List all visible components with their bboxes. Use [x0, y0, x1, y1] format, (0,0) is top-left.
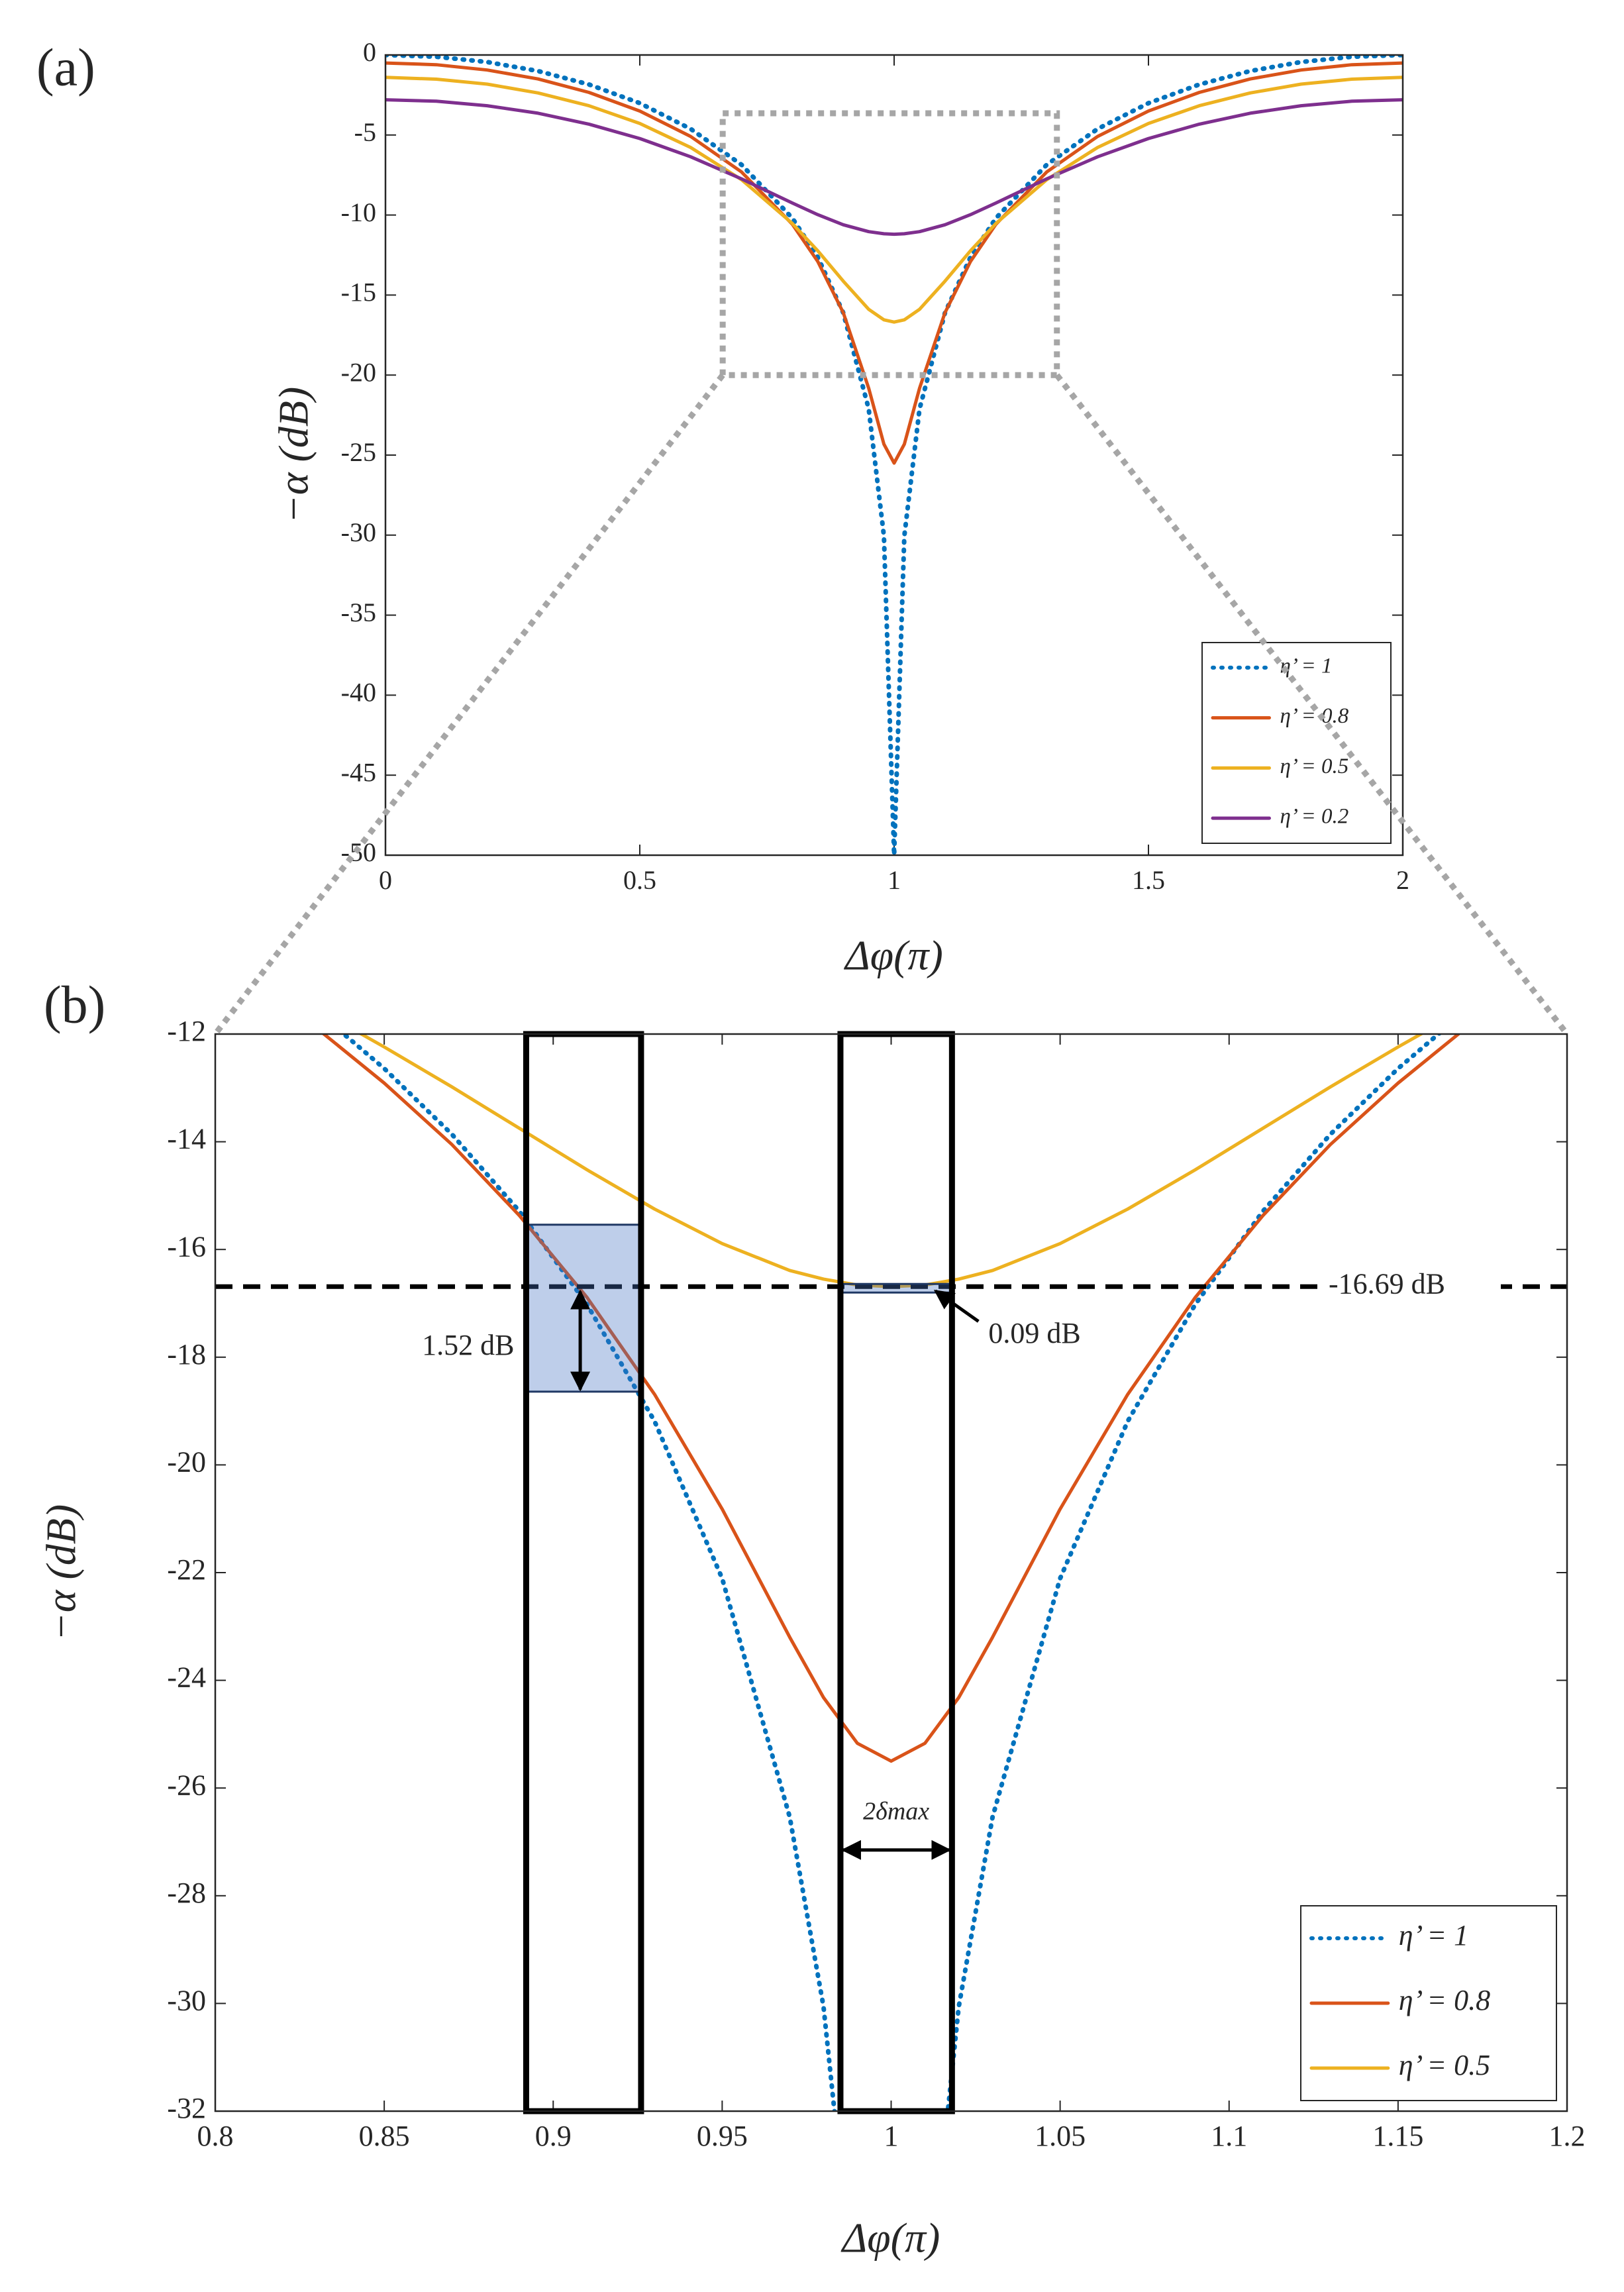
y-tick-label: -22 — [167, 1553, 206, 1586]
pointer-arrow — [933, 1289, 980, 1323]
y-tick-label: -45 — [341, 757, 376, 787]
legend-label: η’ = 1 — [1280, 654, 1333, 678]
series-line — [321, 1034, 1461, 1763]
y-tick-label: -5 — [354, 117, 376, 147]
x-tick-label: 1 — [884, 2120, 899, 2152]
y-tick-label: 0 — [363, 37, 376, 67]
y-tick-label: -35 — [341, 598, 376, 627]
y-tick-label: -12 — [167, 1015, 206, 1047]
y-tick-label: -20 — [341, 357, 376, 387]
series-line — [385, 98, 1403, 236]
legend-label: η’ = 0.5 — [1280, 755, 1349, 778]
panel-label: (b) — [44, 976, 105, 1034]
axes-box — [214, 1033, 1568, 2112]
panel-label: (a) — [36, 38, 95, 97]
series-line — [385, 76, 1403, 324]
x-axis-label: Δφ(π) — [843, 932, 943, 979]
y-tick-label: -24 — [167, 1661, 206, 1694]
x-tick-label: 1.5 — [1132, 865, 1165, 895]
series-line — [385, 61, 1403, 465]
y-tick-label: -18 — [167, 1338, 206, 1371]
zoom-connector — [213, 373, 725, 1036]
x-tick-label: 0 — [379, 865, 392, 895]
reference-label: -16.69 dB — [1329, 1267, 1445, 1300]
panel: 00.511.520-5-10-15-20-25-30-35-40-45-50η… — [36, 37, 1409, 979]
zoom-connector — [1054, 373, 1570, 1036]
y-tick-label: -26 — [167, 1769, 206, 1801]
y-tick-label: -30 — [167, 1984, 206, 2016]
series-line — [385, 55, 1403, 855]
x-tick-label: 1.2 — [1549, 2120, 1586, 2152]
x-tick-label: 2 — [1396, 865, 1409, 895]
y-tick-label: -28 — [167, 1877, 206, 1909]
legend-box — [1201, 642, 1392, 844]
legend-label: η’ = 1 — [1399, 1919, 1468, 1952]
x-tick-label: 1.05 — [1035, 2120, 1086, 2152]
y-tick-label: -10 — [341, 197, 376, 227]
legend-label: η’ = 0.5 — [1399, 2049, 1490, 2081]
y-tick-label: -25 — [341, 437, 376, 467]
legend-label: η’ = 0.8 — [1399, 1984, 1490, 2016]
span-label: 2δmax — [863, 1797, 929, 1825]
x-axis-label: Δφ(π) — [840, 2214, 940, 2262]
variation-band — [525, 1224, 642, 1393]
x-tick-label: 1.15 — [1372, 2120, 1423, 2152]
series-group — [385, 55, 1403, 855]
legend: η’ = 1 η’ = 0.8 η’ = 0.5 — [1300, 1905, 1557, 2101]
x-tick-label: 0.95 — [697, 2120, 748, 2152]
y-tick-label: -40 — [341, 678, 376, 707]
panel: 0.8 0.85 0.9 0.95 1 1.05 1.1 1.15 1.2 -12 -14 -16 -1… — [38, 976, 1586, 2262]
y-tick-label: -14 — [167, 1123, 206, 1155]
y-axis-label: −α (dB) — [270, 387, 317, 524]
x-tick-label: 0.8 — [197, 2120, 234, 2152]
x-tick-label: 0.85 — [359, 2120, 410, 2152]
y-axis-label: −α (dB) — [38, 1504, 85, 1641]
legend: η’ = 1η’ = 0.8η’ = 0.5η’ = 0.2 — [1201, 642, 1392, 844]
y-tick-label: -32 — [167, 2092, 206, 2124]
x-tick-label: 1 — [888, 865, 901, 895]
y-tick-label: -30 — [341, 517, 376, 547]
y-tick-label: -16 — [167, 1230, 206, 1263]
x-tick-label: 0.5 — [623, 865, 656, 895]
axes-box — [384, 54, 1404, 857]
label-bg — [1322, 1267, 1501, 1307]
x-tick-label: 0.9 — [535, 2120, 572, 2152]
legend-label: η’ = 0.2 — [1280, 805, 1349, 829]
y-tick-label: -15 — [341, 278, 376, 307]
zoom-box — [719, 110, 1060, 378]
band-label: 1.52 dB — [422, 1329, 514, 1361]
y-tick-label: -20 — [167, 1445, 206, 1478]
band-label: 0.09 dB — [988, 1317, 1080, 1349]
x-tick-label: 1.1 — [1211, 2120, 1247, 2152]
